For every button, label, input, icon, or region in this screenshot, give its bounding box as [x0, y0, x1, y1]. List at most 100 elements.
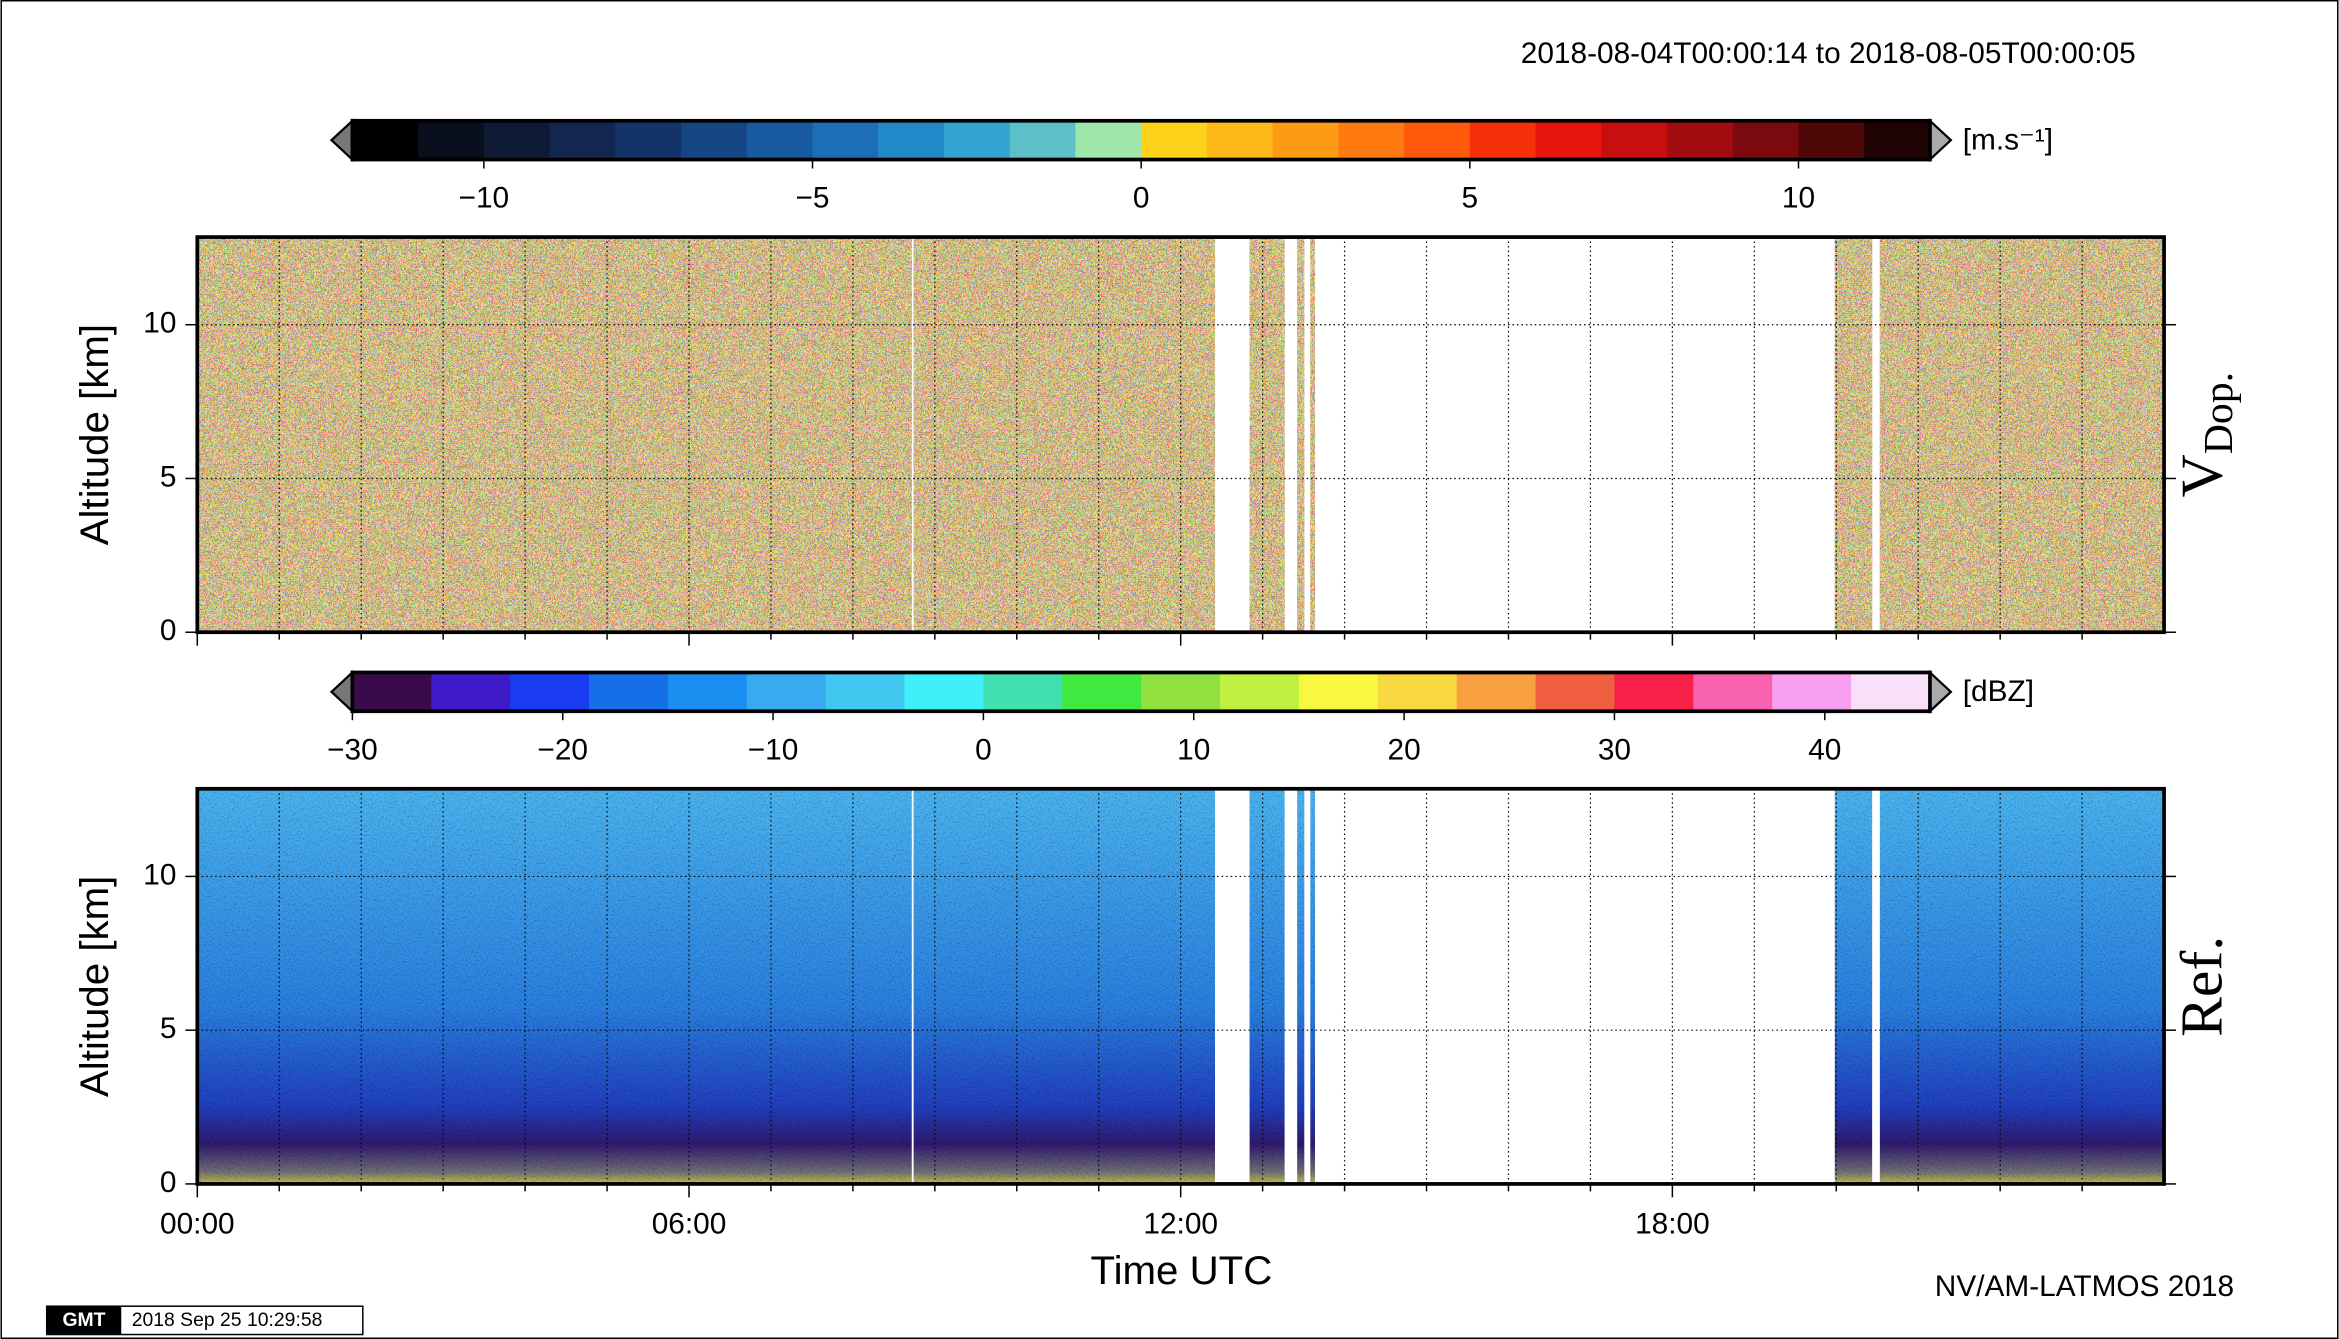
colorbar-swatch	[418, 120, 485, 160]
colorbar-swatch	[352, 120, 419, 160]
colorbar-tick-label: 5	[1462, 182, 1479, 215]
colorbar-swatch	[1456, 672, 1537, 712]
colorbar-swatch	[1614, 672, 1695, 712]
credit: NV/AM-LATMOS 2018	[1935, 1270, 2234, 1303]
colorbar-swatch	[825, 672, 906, 712]
data-field	[1249, 788, 1285, 1184]
colorbar-swatch	[1469, 120, 1537, 160]
panel-label-main: Ref.	[2168, 936, 2234, 1037]
colorbar-swatch	[615, 120, 682, 160]
colorbar-swatch	[1535, 672, 1616, 712]
colorbar-swatch	[904, 672, 985, 712]
panel-label-main: V	[2168, 454, 2234, 497]
y-tick-label: 10	[143, 858, 176, 891]
colorbar-swatch	[667, 672, 748, 712]
colorbar-tick-label: 40	[1808, 733, 1841, 766]
data-field	[1834, 237, 1873, 633]
colorbar-tick-label: −10	[459, 182, 510, 215]
data-field	[1834, 788, 1873, 1184]
colorbar-swatch	[510, 672, 590, 712]
colorbar-swatch	[1062, 672, 1142, 712]
timestamp: 2018 Sep 25 10:29:58	[132, 1309, 323, 1331]
y-axis-label: Altitude [km]	[72, 324, 117, 545]
colorbar-swatch	[878, 120, 945, 160]
x-tick-label: 00:00	[160, 1208, 235, 1241]
plot-frame	[195, 235, 2166, 635]
colorbar-swatch	[943, 120, 1011, 160]
colorbar-tick-label: 20	[1388, 733, 1421, 766]
colorbar-over	[1928, 118, 1953, 163]
colorbar-unit: [m.s⁻¹]	[1963, 124, 2053, 157]
colorbar-swatch	[812, 120, 879, 160]
colorbar-under	[329, 118, 354, 163]
y-tick-label: 10	[143, 307, 176, 340]
data-field	[913, 788, 1216, 1184]
colorbar-tick-label: 30	[1598, 733, 1631, 766]
y-tick-label: 0	[160, 614, 177, 647]
y-tick-label: 5	[160, 460, 177, 493]
colorbar-swatch	[1298, 672, 1379, 712]
data-field	[1297, 788, 1305, 1184]
colorbar-over	[1928, 669, 1953, 714]
x-tick-label: 18:00	[1635, 1208, 1710, 1241]
colorbar-tick-label: −20	[537, 733, 588, 766]
y-tick-label: 5	[160, 1012, 177, 1045]
data-field	[197, 788, 912, 1184]
colorbar-tick-label: 0	[975, 733, 992, 766]
x-tick-label: 12:00	[1143, 1208, 1218, 1241]
x-axis-label: Time UTC	[1090, 1248, 1272, 1293]
colorbar-swatch	[483, 120, 551, 160]
colorbar-swatch	[983, 672, 1064, 712]
colorbar-swatch	[1377, 672, 1458, 712]
data-field	[1297, 237, 1305, 633]
data-field	[1310, 237, 1316, 633]
plot-frame	[195, 786, 2166, 1186]
colorbar-tick-label: −30	[327, 733, 378, 766]
logo-box	[46, 1306, 122, 1335]
colorbar-swatch	[1141, 672, 1221, 712]
colorbar-swatch	[549, 120, 617, 160]
colorbar-swatch	[1220, 672, 1300, 712]
colorbar-tick-label: 0	[1133, 182, 1150, 215]
data-field	[1310, 788, 1316, 1184]
colorbar-swatch	[1338, 120, 1405, 160]
colorbar-swatch	[1864, 120, 1931, 160]
colorbar-swatch	[1851, 672, 1931, 712]
logo: GMT	[62, 1309, 105, 1331]
data-field	[1249, 237, 1285, 633]
data-field	[197, 237, 912, 633]
y-axis-label: Altitude [km]	[72, 876, 117, 1097]
colorbar-swatch	[1272, 120, 1340, 160]
colorbar-swatch	[746, 120, 814, 160]
colorbar-swatch	[352, 672, 433, 712]
panel-label: VDop.	[2168, 372, 2242, 497]
colorbar-swatch	[1601, 120, 1668, 160]
colorbar-swatch	[1141, 120, 1208, 160]
colorbar-swatch	[1535, 120, 1603, 160]
colorbar-swatch	[1667, 120, 1734, 160]
colorbar-unit: [dBZ]	[1963, 675, 2034, 708]
colorbar-swatch	[1772, 672, 1852, 712]
data-field	[1879, 237, 2165, 633]
colorbar-under	[329, 669, 354, 714]
colorbar-swatch	[1798, 120, 1865, 160]
x-tick-label: 06:00	[652, 1208, 727, 1241]
y-tick-label: 0	[160, 1166, 177, 1199]
panel-label: Ref.	[2168, 936, 2234, 1037]
colorbar-swatch	[589, 672, 669, 712]
colorbar-tick-label: −10	[748, 733, 799, 766]
colorbar-swatch	[1693, 672, 1773, 712]
period: 2018-08-04T00:00:14 to 2018-08-05T00:00:…	[1521, 37, 2136, 70]
colorbar-swatch	[1732, 120, 1800, 160]
colorbar-swatch	[681, 120, 748, 160]
colorbar-swatch	[1009, 120, 1077, 160]
colorbar-swatch	[1404, 120, 1471, 160]
colorbar-swatch	[1075, 120, 1142, 160]
colorbar-tick-label: 10	[1177, 733, 1210, 766]
data-field	[1879, 788, 2165, 1184]
colorbar-swatch	[1206, 120, 1274, 160]
data-field	[913, 237, 1216, 633]
colorbar-frame	[350, 670, 1932, 714]
